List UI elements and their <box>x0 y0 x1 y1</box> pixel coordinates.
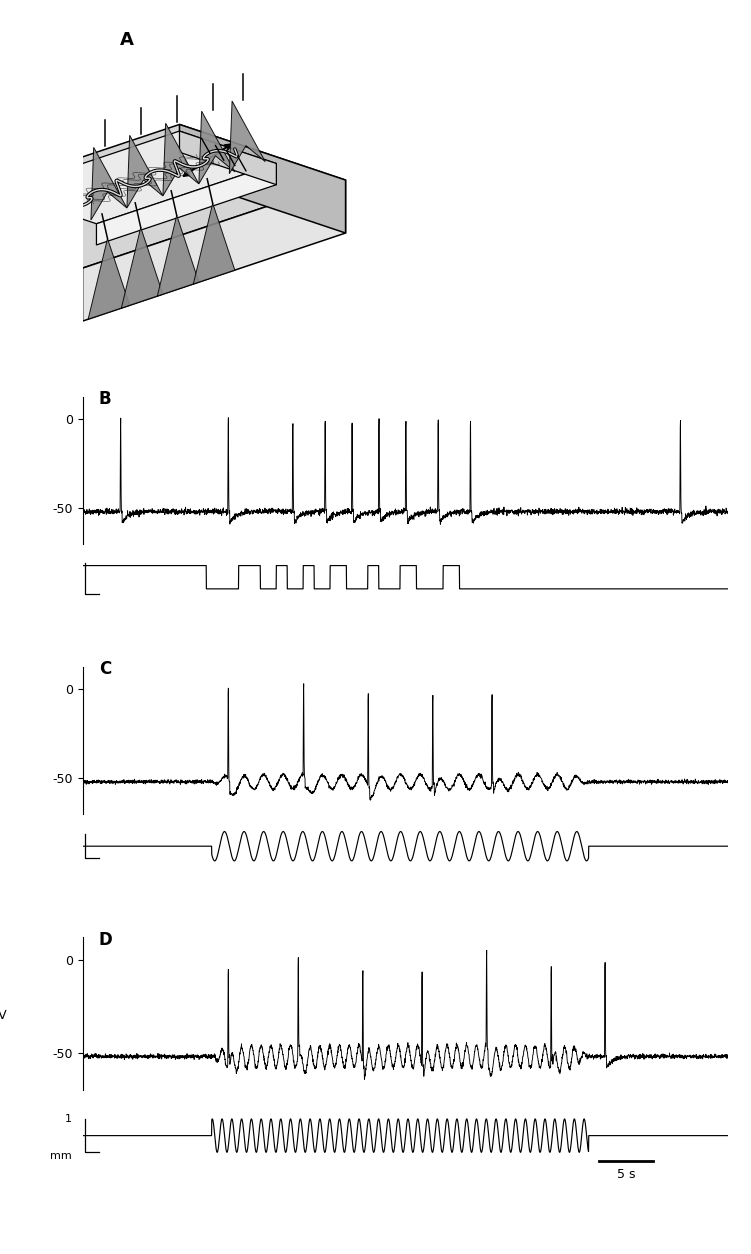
Text: 5 s: 5 s <box>617 1167 635 1180</box>
Polygon shape <box>91 148 127 219</box>
Text: D: D <box>99 930 113 949</box>
Polygon shape <box>83 181 345 321</box>
Polygon shape <box>199 112 235 184</box>
Polygon shape <box>0 124 345 268</box>
Polygon shape <box>179 124 345 233</box>
Polygon shape <box>158 216 199 296</box>
Polygon shape <box>122 227 163 308</box>
Text: mV: mV <box>0 1009 8 1022</box>
Polygon shape <box>88 238 130 320</box>
Text: 1: 1 <box>65 1114 72 1124</box>
Polygon shape <box>229 102 265 174</box>
Polygon shape <box>163 123 199 196</box>
Text: C: C <box>99 661 111 678</box>
Text: B: B <box>99 390 111 409</box>
Polygon shape <box>193 203 235 283</box>
Polygon shape <box>127 135 163 208</box>
Text: mm: mm <box>50 1151 72 1161</box>
Text: A: A <box>119 31 134 49</box>
Polygon shape <box>0 132 276 223</box>
Polygon shape <box>179 132 276 184</box>
Polygon shape <box>96 163 276 245</box>
